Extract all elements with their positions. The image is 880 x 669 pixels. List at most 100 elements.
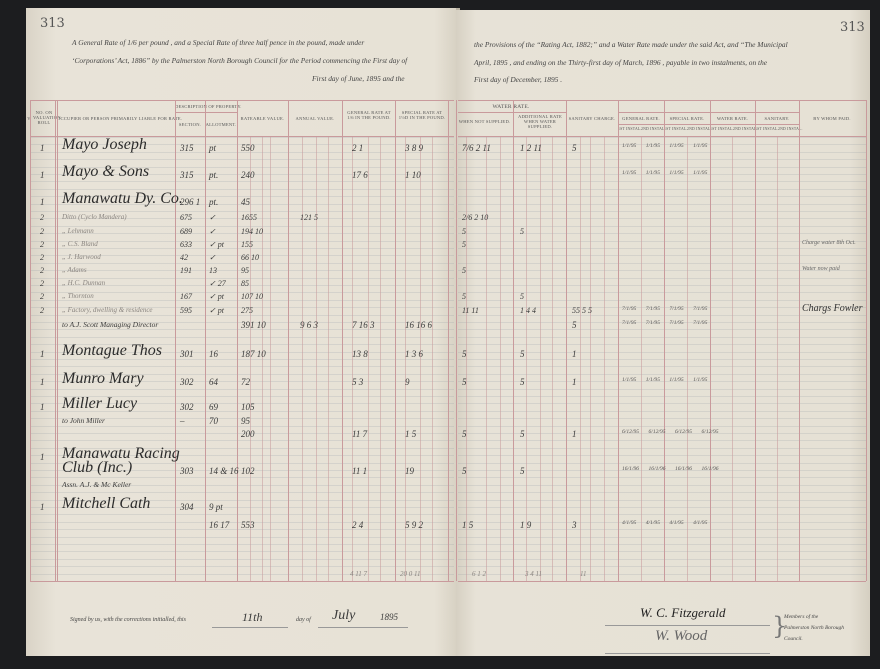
water-rate-additional: 5 bbox=[520, 377, 525, 387]
rateable-value: 95 bbox=[241, 266, 249, 275]
header-when-not-supplied: When Not Supplied. bbox=[458, 119, 511, 124]
day-of-text: day of bbox=[296, 617, 311, 623]
ruled-line bbox=[30, 322, 454, 323]
instalment-dates: 1/1/95 1/1/95 1/1/95 1/1/95 bbox=[622, 170, 708, 176]
sanitary-charge: 55 5 5 bbox=[572, 306, 592, 315]
occupier-name: Ditto (Cyclo Mandera) bbox=[62, 213, 127, 221]
ruled-line bbox=[458, 218, 866, 220]
section: 315 bbox=[180, 170, 194, 180]
header-by-whom-paid: By Whom Paid. bbox=[813, 116, 851, 121]
section: 633 bbox=[180, 240, 192, 249]
column-rule bbox=[799, 100, 800, 581]
header-second-instal: 2nd Instal. bbox=[733, 127, 758, 131]
occupier-name: Montague Thos bbox=[62, 342, 162, 359]
column-rule bbox=[755, 100, 756, 581]
occupier-name: to A.J. Scott Managing Director bbox=[62, 320, 159, 329]
row-number: 2 bbox=[40, 266, 44, 275]
ruled-line bbox=[458, 292, 866, 294]
header-allotment: Allotment. bbox=[205, 122, 237, 127]
occupier-name: Manawatu Racing bbox=[62, 445, 180, 462]
ruled-line bbox=[30, 174, 454, 175]
page-number-left: 313 bbox=[40, 16, 65, 31]
ruled-line bbox=[30, 270, 454, 272]
ruled-line bbox=[458, 521, 866, 523]
general-rate: 7 16 3 bbox=[352, 320, 375, 330]
members-note: Members of the Palmerston North Borough … bbox=[784, 614, 844, 642]
occupier-name: Miller Lucy bbox=[62, 395, 138, 412]
ruled-line bbox=[458, 462, 866, 464]
rateable-value: 391 10 bbox=[241, 320, 266, 330]
sub-column-rule bbox=[590, 136, 591, 581]
general-rate: 11 1 bbox=[352, 466, 368, 476]
ruled-line bbox=[458, 514, 866, 516]
row-number: 2 bbox=[40, 292, 44, 301]
ruled-line bbox=[30, 418, 454, 420]
ruled-line bbox=[458, 470, 866, 471]
sub-column-rule bbox=[262, 136, 263, 581]
ruled-line bbox=[458, 262, 866, 264]
ruled-line bbox=[30, 388, 454, 390]
water-rate-additional: 1 2 11 bbox=[520, 143, 542, 153]
ruled-line bbox=[30, 203, 454, 205]
row-number: 1 bbox=[40, 170, 45, 180]
allotment: ✓ bbox=[209, 253, 216, 262]
ruled-line bbox=[30, 277, 454, 279]
rateable-value: 45 bbox=[241, 197, 250, 207]
table-rule bbox=[175, 112, 237, 113]
ruled-line bbox=[458, 403, 866, 405]
section: 675 bbox=[180, 213, 192, 222]
ruled-line bbox=[30, 307, 454, 309]
ruled-line bbox=[30, 299, 454, 301]
rateable-value: 105 bbox=[241, 402, 255, 412]
header-description: Description of Property. bbox=[175, 104, 242, 109]
header-paid-water: Water Rate. bbox=[716, 116, 749, 121]
by-whom-paid: Chargs Fowler bbox=[802, 303, 863, 314]
allotment: 13 bbox=[209, 266, 217, 275]
occupier-name: Club (Inc.) bbox=[62, 459, 133, 476]
sub-column-rule bbox=[526, 136, 527, 581]
sub-column-rule bbox=[432, 136, 433, 581]
section: 301 bbox=[180, 349, 194, 359]
column-rule bbox=[456, 100, 457, 581]
row-number: 2 bbox=[40, 279, 44, 288]
section: 302 bbox=[180, 402, 194, 412]
sub-column-rule bbox=[270, 136, 271, 581]
ruled-line bbox=[30, 470, 454, 471]
special-rate: 1 3 6 bbox=[405, 349, 423, 359]
sub-column-rule bbox=[302, 136, 303, 581]
ruled-line bbox=[30, 248, 454, 249]
water-rate-not-supplied: 5 bbox=[462, 227, 466, 236]
ruled-line bbox=[30, 366, 454, 368]
ruled-line bbox=[30, 211, 454, 212]
section: 595 bbox=[180, 306, 192, 315]
water-rate-additional: 1 4 4 bbox=[520, 306, 536, 315]
sanitary-charge: 1 bbox=[572, 349, 577, 359]
row-number: 1 bbox=[40, 402, 45, 412]
row-number: 1 bbox=[40, 502, 45, 512]
rateable-value: 187 10 bbox=[241, 349, 266, 359]
allotment: pt. bbox=[209, 197, 219, 207]
water-rate-additional: 5 bbox=[520, 429, 525, 439]
allotment: 64 bbox=[209, 377, 218, 387]
ruled-line bbox=[30, 544, 454, 545]
left-page bbox=[26, 8, 456, 656]
ruled-line bbox=[458, 381, 866, 383]
ruled-line bbox=[30, 188, 454, 190]
ruled-line bbox=[30, 403, 454, 405]
ruled-line bbox=[30, 440, 454, 442]
ruled-line bbox=[458, 536, 866, 538]
rateable-value: 155 bbox=[241, 240, 253, 249]
sub-column-rule bbox=[486, 136, 487, 581]
header-rateable: Rateable Value. bbox=[240, 116, 285, 121]
instalment-dates: 4/1/95 4/1/95 4/1/95 4/1/95 bbox=[622, 520, 708, 526]
ruled-line bbox=[30, 233, 454, 235]
general-rate: 2 1 bbox=[352, 143, 364, 153]
table-rule bbox=[618, 112, 799, 113]
occupier-name: „ C.S. Bland bbox=[62, 240, 98, 248]
header-first-instal: 1st Instal. bbox=[618, 127, 642, 131]
water-rate-not-supplied: 5 bbox=[462, 266, 466, 275]
section: 315 bbox=[180, 143, 194, 153]
ruled-line bbox=[30, 218, 454, 220]
ruled-line bbox=[30, 484, 454, 486]
ruled-line bbox=[30, 425, 454, 427]
